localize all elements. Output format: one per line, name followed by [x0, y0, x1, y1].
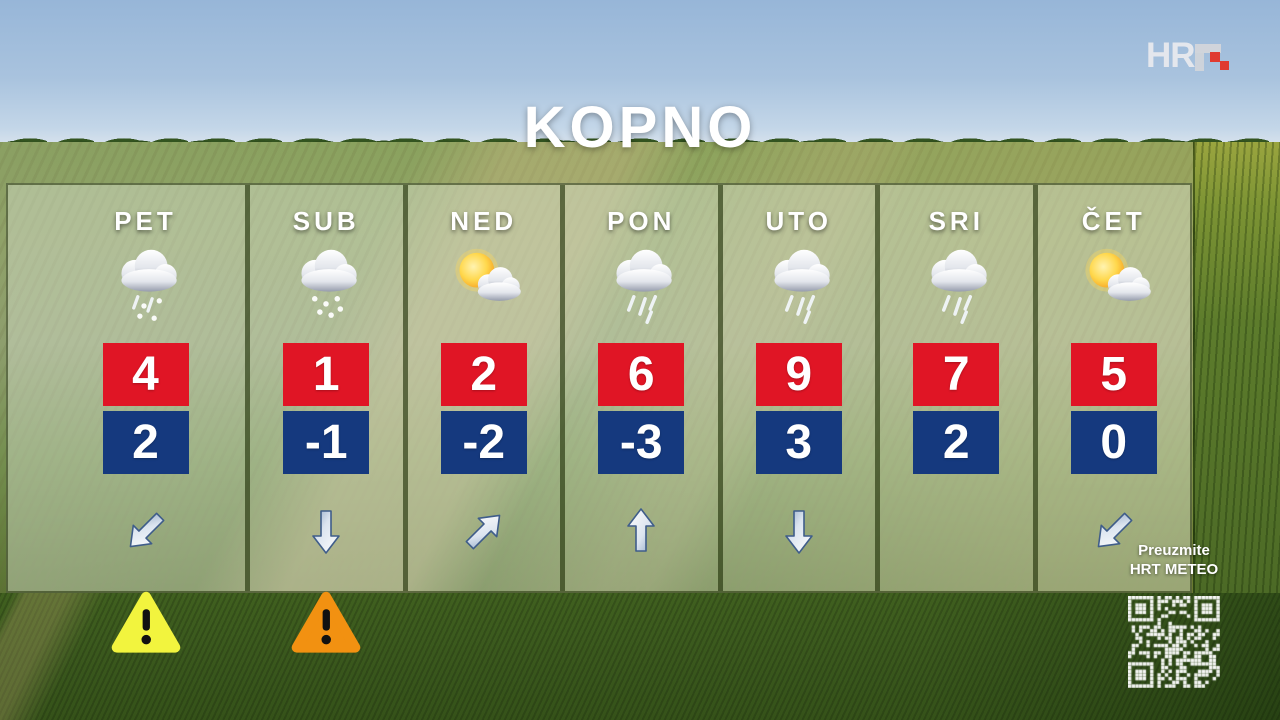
high-temperature: 6 — [598, 343, 685, 406]
grass-background — [0, 593, 1280, 720]
forecast-panel: PET 4 2 SUB 1 -1 NED 2 -2 PON 6 -3 UTO 9… — [6, 183, 1192, 653]
qr-code — [1128, 596, 1220, 688]
sleet-cloud-icon — [100, 242, 192, 330]
promo-text: Preuzmite HRT METEO — [1113, 541, 1235, 579]
low-temperature: 2 — [913, 411, 1000, 474]
promo-line-1: Preuzmite — [1138, 542, 1210, 559]
crop-rows-background — [1193, 142, 1280, 593]
sun-cloud-icon — [438, 242, 530, 330]
hrt-logo-letters: HR — [1146, 36, 1196, 75]
hrt-logo-t-bar — [1195, 44, 1221, 53]
day-column: ČET 5 0 — [1032, 185, 1191, 591]
warning-triangle-yellow-icon — [110, 589, 182, 655]
day-column: PET 4 2 — [8, 185, 245, 653]
low-temperature: 2 — [102, 411, 189, 474]
hrt-logo: HR — [1146, 36, 1232, 78]
wind-arrow-down-left-icon — [112, 497, 180, 565]
snow-cloud-icon — [280, 242, 372, 330]
day-column: PON 6 -3 — [560, 185, 718, 591]
wind-arrow-down-icon — [776, 506, 822, 556]
page-title: KOPNO — [523, 95, 757, 160]
wind-arrow-down-icon — [303, 506, 349, 556]
day-label: SUB — [292, 206, 360, 236]
day-label: PON — [607, 206, 676, 236]
day-column: UTO 9 3 — [717, 185, 876, 591]
low-temperature: -2 — [440, 411, 527, 474]
day-label: SRI — [928, 206, 984, 236]
day-label: NED — [450, 206, 518, 236]
warning-triangle-orange-icon — [290, 589, 362, 655]
day-column: SRI 7 2 — [875, 185, 1033, 591]
wind-arrow-up-right-icon — [450, 497, 518, 565]
hrt-logo-red-square — [1220, 61, 1229, 70]
rain-cloud-icon — [753, 242, 845, 330]
day-column: NED 2 -2 — [402, 185, 561, 591]
sun-cloud-icon — [1068, 242, 1160, 330]
hrt-logo-red-square — [1210, 52, 1220, 62]
high-temperature: 2 — [440, 343, 527, 406]
high-temperature: 1 — [283, 343, 370, 406]
low-temperature: 0 — [1070, 411, 1157, 474]
wind-arrow-up-icon — [618, 506, 664, 556]
high-temperature: 7 — [913, 343, 1000, 406]
low-temperature: -3 — [598, 411, 685, 474]
low-temperature: 3 — [755, 411, 842, 474]
promo-line-2: HRT METEO — [1129, 561, 1219, 578]
day-column: SUB 1 -1 — [245, 185, 403, 653]
day-label: UTO — [765, 206, 832, 236]
high-temperature: 4 — [102, 343, 189, 406]
rain-cloud-icon — [910, 242, 1002, 330]
day-label: ČET — [1081, 206, 1146, 236]
sky-background — [0, 0, 1280, 142]
high-temperature: 9 — [755, 343, 842, 406]
low-temperature: -1 — [283, 411, 370, 474]
day-label: PET — [114, 206, 177, 236]
high-temperature: 5 — [1070, 343, 1157, 406]
hrt-logo-t-stem — [1195, 53, 1204, 71]
wind-arrow-down-left-icon — [1080, 497, 1148, 565]
rain-cloud-icon — [595, 242, 687, 330]
